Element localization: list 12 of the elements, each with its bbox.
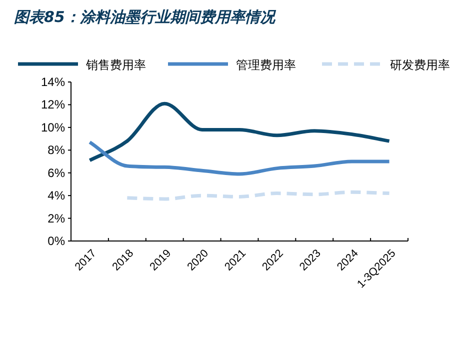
y-tick-label: 12% <box>40 98 66 112</box>
legend-label: 管理费用率 <box>236 58 296 72</box>
y-tick-label: 2% <box>48 211 66 226</box>
y-tick-label: 14% <box>40 75 66 89</box>
legend-label: 研发费用率 <box>390 58 450 72</box>
legend-label: 销售费用率 <box>85 58 146 72</box>
y-tick-label: 4% <box>48 188 66 203</box>
y-tick-label: 0% <box>48 234 66 248</box>
y-tick-label: 10% <box>40 120 66 134</box>
y-tick-label: 6% <box>48 166 66 180</box>
chart-title: 图表85：涂料油墨行业期间费用率情况 <box>14 8 277 26</box>
y-tick-label: 8% <box>48 143 66 158</box>
